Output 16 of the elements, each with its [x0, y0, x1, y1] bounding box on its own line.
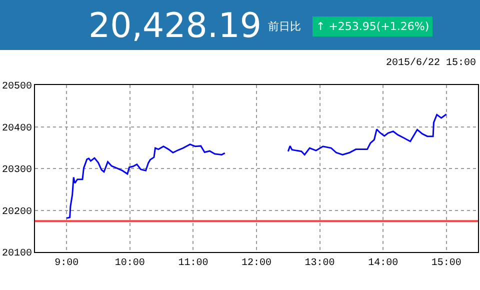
y-tick-label: 20100 — [2, 248, 32, 260]
x-tick-label: 11:00 — [178, 258, 208, 269]
x-tick-label: 14:00 — [368, 258, 398, 269]
y-tick-label: 20500 — [2, 82, 32, 92]
x-tick-label: 10:00 — [114, 258, 145, 269]
x-tick-label: 9:00 — [54, 258, 79, 269]
text: ↑ +253.95(+1.26%) — [316, 20, 430, 33]
y-tick-label: 20300 — [2, 165, 32, 176]
y-tick-label: 20400 — [2, 123, 32, 134]
chart-title: 20,428.19 — [88, 6, 262, 46]
x-tick-label: 15:00 — [431, 258, 462, 269]
y-tick-label: 20200 — [2, 206, 32, 218]
text: 前日比 — [268, 20, 301, 33]
text: 2015/6/22 15:00 — [386, 57, 476, 69]
x-tick-label: 12:00 — [241, 258, 272, 269]
x-tick-label: 13:00 — [304, 258, 335, 269]
